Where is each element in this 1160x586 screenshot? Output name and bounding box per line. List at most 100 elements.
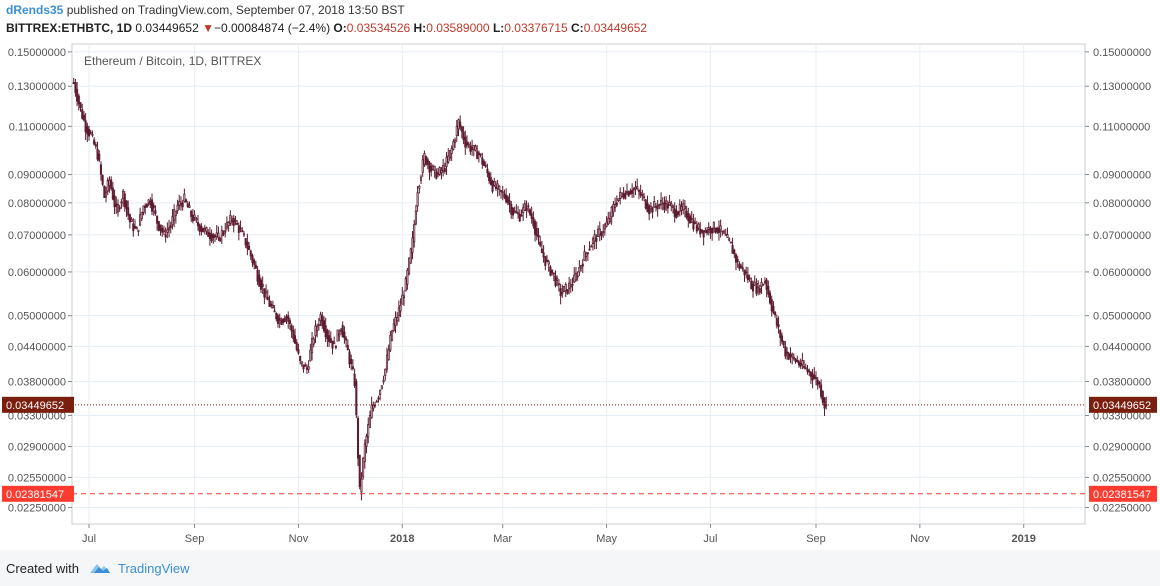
y-tick-label: 0.02550000 <box>8 472 66 484</box>
candle-body <box>377 397 380 400</box>
candle-body <box>804 367 807 370</box>
candle-body <box>624 192 627 199</box>
candle-body <box>312 338 315 345</box>
candle-body <box>562 286 566 293</box>
candle-body <box>237 225 240 233</box>
candle-body <box>268 300 271 307</box>
candle-body <box>653 201 656 208</box>
candle-body <box>528 209 532 215</box>
author-link[interactable]: dRends35 <box>6 3 64 17</box>
price-chart[interactable]: 0.15000000 0.15000000 0.13000000 0.13000000… <box>0 38 1160 550</box>
candle-body <box>283 317 286 322</box>
candle-body <box>193 214 196 218</box>
candle-body <box>316 326 319 332</box>
candle-body <box>127 207 130 216</box>
candle-body <box>746 274 749 281</box>
candle-body <box>654 205 658 208</box>
candle-body <box>723 230 726 234</box>
candle-body <box>625 191 629 193</box>
candle-body <box>733 249 736 255</box>
candle-body <box>322 320 326 332</box>
candle-body <box>712 222 715 229</box>
alert-price-label-bg <box>1089 485 1157 502</box>
candle-body <box>435 171 438 179</box>
candle-body <box>397 307 400 317</box>
candle-body <box>79 102 82 109</box>
candle-body <box>278 317 281 321</box>
candle-body <box>482 161 486 167</box>
candle-body <box>421 159 424 173</box>
candle-body <box>809 371 812 377</box>
candle-body <box>418 185 421 189</box>
candle-body <box>246 241 249 249</box>
y-tick-label: 0.15000000 <box>8 47 66 59</box>
candle-body <box>734 254 738 263</box>
candle-body <box>430 165 433 172</box>
candle-body <box>157 221 160 231</box>
candle-body <box>711 227 714 234</box>
tradingview-link[interactable]: TradingView <box>118 561 190 576</box>
candle-body <box>450 147 453 154</box>
candle-body <box>266 296 269 301</box>
candle-body <box>353 373 356 386</box>
candle-body <box>346 344 349 351</box>
candle-body <box>471 147 474 151</box>
candle-body <box>202 227 205 233</box>
candle-body <box>501 191 504 194</box>
open-label: O: <box>333 21 347 35</box>
candle-body <box>171 216 174 226</box>
y-tick-label-right: 0.02900000 <box>1093 441 1151 453</box>
candle-body <box>288 320 291 325</box>
candle-body <box>389 334 392 351</box>
candle-body <box>365 435 368 447</box>
x-tick-label: Mar <box>493 533 512 545</box>
candle-body <box>108 179 111 186</box>
candle-body <box>329 337 332 343</box>
candle-body <box>161 227 164 233</box>
candle-body <box>207 231 210 237</box>
candle-body <box>658 204 661 206</box>
candle-body <box>326 330 329 340</box>
candle-body <box>692 220 695 230</box>
candle-body <box>103 185 106 198</box>
candle-body <box>494 186 497 189</box>
candle-body <box>780 335 783 342</box>
low-value: 0.03376715 <box>504 21 568 35</box>
y-tick-label-right: 0.04400000 <box>1093 341 1151 353</box>
symbol-name: BITTREX:ETHBTC, 1D <box>6 21 132 35</box>
publish-text: published on TradingView.com, September … <box>63 3 405 17</box>
candle-body <box>792 356 795 359</box>
candle-body <box>443 168 446 172</box>
candle-body <box>295 342 298 350</box>
candle-body <box>777 324 780 328</box>
candle-body <box>375 400 378 403</box>
candle-body <box>132 223 135 232</box>
candle-body <box>745 271 748 274</box>
y-tick-label: 0.04400000 <box>8 341 66 353</box>
candle-body <box>181 202 184 208</box>
candle-body <box>348 351 351 365</box>
candle-body <box>179 203 182 205</box>
candle-body <box>178 200 181 207</box>
candle-body <box>670 203 673 207</box>
candle-body <box>185 199 188 202</box>
candle-body <box>585 252 588 257</box>
candle-body <box>442 165 445 172</box>
candle-body <box>637 190 640 192</box>
x-tick-label: Sep <box>806 533 826 545</box>
last-price-label: 0.03449652 <box>1093 400 1151 412</box>
candle-body <box>568 282 571 289</box>
candle-body <box>467 143 470 146</box>
candle-body <box>505 195 508 203</box>
candle-body <box>634 186 637 190</box>
y-tick-label-right: 0.02250000 <box>1093 502 1151 514</box>
candle-body <box>680 206 683 211</box>
candle-body <box>576 275 579 278</box>
y-tick-label-right: 0.02550000 <box>1093 472 1151 484</box>
candle-body <box>603 224 606 230</box>
candle-body <box>534 221 537 235</box>
candle-body <box>540 248 543 254</box>
publish-info: dRends35 published on TradingView.com, S… <box>6 3 405 17</box>
candle-body <box>159 224 162 231</box>
candle-body <box>518 213 521 222</box>
